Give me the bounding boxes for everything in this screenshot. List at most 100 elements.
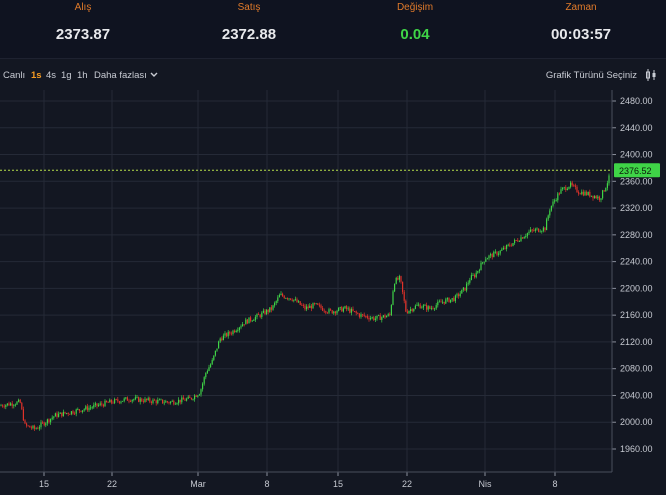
candle-body — [483, 261, 485, 263]
candle-body — [286, 298, 288, 299]
candle-body — [243, 324, 245, 326]
candle-body — [571, 182, 573, 186]
candle-body — [454, 295, 456, 302]
candle-body — [341, 307, 343, 312]
candle-body — [544, 227, 546, 231]
candle-body — [354, 311, 356, 312]
candle-body — [112, 402, 114, 404]
last-price-tag: 2376.52 — [614, 163, 660, 178]
candle-body — [472, 275, 474, 276]
candle-body — [434, 308, 436, 310]
candle-body — [566, 188, 568, 191]
candle-body — [74, 413, 76, 415]
candle-body — [42, 422, 44, 424]
candle-body — [552, 201, 554, 206]
change-label: Değişim — [396, 2, 434, 13]
candle-body — [533, 230, 535, 232]
interval-1h-button[interactable]: 1h — [77, 70, 88, 81]
candle-body — [547, 215, 549, 220]
candle-body — [16, 401, 18, 405]
candle-body — [128, 400, 130, 402]
x-tick-label: 22 — [107, 479, 117, 489]
x-tick-label: 22 — [402, 479, 412, 489]
live-button[interactable]: Canlı — [3, 70, 26, 81]
candle-body — [464, 287, 466, 291]
candle-body — [518, 241, 520, 242]
candle-body — [13, 405, 15, 407]
candle-body — [93, 404, 95, 408]
price-chart[interactable]: 1960.00 2000.00 2040.00 2080.00 2120.00 2160.… — [0, 90, 666, 490]
candle-body — [526, 233, 528, 236]
candle-body — [146, 398, 148, 401]
candle-body — [216, 348, 218, 351]
x-tick-label: 15 — [333, 479, 343, 489]
x-tick-label: 8 — [552, 479, 557, 489]
candle-body — [147, 398, 149, 401]
candle-body — [101, 403, 103, 405]
candle-body — [397, 277, 399, 280]
candle-body — [88, 407, 90, 411]
candle-body — [314, 303, 316, 304]
candle-body — [131, 399, 133, 402]
candle-body — [570, 182, 572, 187]
candle-body — [117, 399, 119, 402]
interval-4s-button[interactable]: 4s — [46, 70, 57, 81]
candle-body — [339, 307, 341, 308]
candle-body — [370, 318, 372, 320]
candle-body — [21, 402, 23, 410]
candle-body — [320, 305, 322, 308]
candle-body — [158, 399, 160, 401]
candle-body — [427, 306, 429, 310]
candle-body — [206, 371, 208, 373]
y-tick-label: 2360.00 — [620, 176, 653, 186]
candle-body — [590, 195, 592, 197]
candle-body — [288, 298, 290, 300]
candle-body — [499, 250, 501, 254]
candle-body — [312, 303, 314, 309]
candle-body — [3, 406, 5, 408]
y-tick-label: 2400.00 — [620, 150, 653, 160]
candle-body — [538, 228, 540, 232]
candle-body — [208, 367, 210, 372]
x-tick-label: Mar — [190, 479, 206, 489]
candle-body — [491, 254, 493, 258]
candle-body — [126, 397, 128, 401]
candle-body — [22, 409, 24, 421]
candle-body — [96, 403, 98, 406]
candle-body — [24, 420, 26, 424]
candle-body — [402, 281, 404, 292]
candle-body — [219, 338, 221, 342]
candle-body — [382, 315, 384, 318]
candle-body — [376, 315, 378, 319]
candle-body — [480, 262, 482, 271]
candle-body — [102, 404, 104, 407]
chart-canvas[interactable]: 1960.00 2000.00 2040.00 2080.00 2120.00 2160.… — [0, 90, 666, 490]
interval-1g-button[interactable]: 1g — [61, 70, 72, 81]
candle-body — [386, 315, 388, 318]
interval-1s-button[interactable]: 1s — [31, 70, 42, 81]
candle-body — [224, 333, 226, 336]
candle-body — [275, 301, 277, 304]
x-axis-labels: 15 22 Mar 8 15 22 Nis 8 — [39, 479, 558, 489]
candle-body — [315, 303, 317, 305]
candle-body — [346, 306, 348, 310]
candle-body — [189, 396, 191, 398]
candle-body — [334, 311, 336, 314]
candle-body — [450, 299, 452, 303]
candle-body — [144, 398, 146, 402]
candle-body — [259, 314, 261, 318]
y-tick-label: 2440.00 — [620, 123, 653, 133]
candle-body — [600, 198, 602, 200]
candle-body — [176, 403, 178, 404]
candle-body — [349, 308, 351, 313]
candle-body — [558, 193, 560, 195]
candle-body — [413, 308, 415, 311]
candle-body — [261, 312, 263, 318]
more-intervals-dropdown[interactable]: Daha fazlası — [94, 70, 158, 81]
candle-body — [107, 402, 109, 403]
candle-body — [293, 299, 295, 301]
candle-body — [557, 193, 559, 201]
candlestick-icon[interactable] — [644, 68, 658, 82]
candle-body — [374, 318, 376, 320]
chart-type-selector[interactable]: Grafik Türünü Seçiniz — [545, 70, 637, 81]
